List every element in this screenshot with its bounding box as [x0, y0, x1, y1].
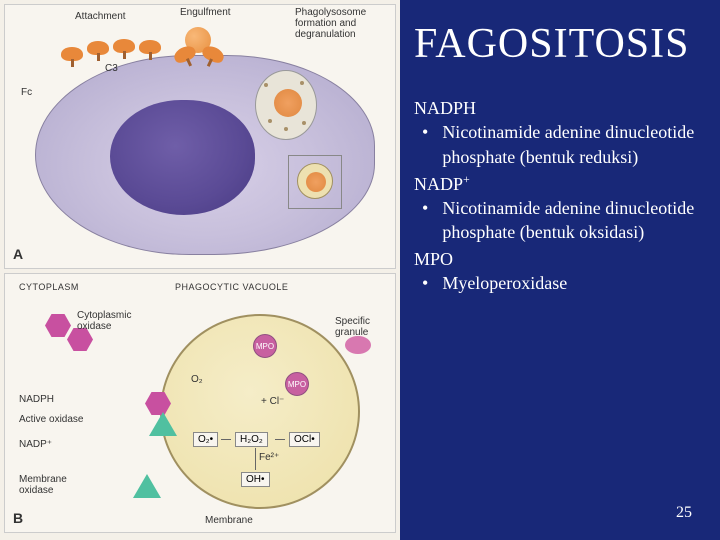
- mpo-circle: MPO: [285, 372, 309, 396]
- label-attachment: Attachment: [75, 11, 126, 22]
- label-nadph: NADPH: [19, 394, 54, 405]
- bullet-mpo: • Myeloperoxidase: [422, 271, 702, 295]
- diagram-panel: Attachment Engulfment Phagolysosome form…: [0, 0, 400, 540]
- label-phagolysosome: Phagolysosome formation and degranulatio…: [295, 7, 385, 40]
- box-oh: OH•: [241, 472, 270, 487]
- diagram-letter-b: B: [13, 510, 23, 526]
- label-o2: O₂: [191, 374, 203, 385]
- term-mpo: MPO: [414, 247, 702, 271]
- receptor-icon: [87, 41, 109, 61]
- box-h2o2: H₂O₂: [235, 432, 268, 447]
- label-vacuole: PHAGOCYTIC VACUOLE: [175, 282, 288, 292]
- label-engulfment: Engulfment: [180, 7, 231, 18]
- label-membrane-oxidase: Membrane oxidase: [19, 474, 74, 496]
- bullet-nadp: • Nicotinamide adenine dinucleotide phos…: [422, 196, 702, 245]
- label-cl: + Cl⁻: [261, 396, 284, 407]
- nadp-base: NADP: [414, 174, 463, 194]
- slide-title: FAGOSITOSIS: [414, 20, 702, 68]
- phagolysosome: [255, 70, 317, 140]
- text-panel: FAGOSITOSIS NADPH • Nicotinamide adenine…: [400, 0, 720, 540]
- bullet-dot-icon: •: [422, 196, 428, 245]
- diagram-a: Attachment Engulfment Phagolysosome form…: [4, 4, 396, 269]
- bullet-text: Nicotinamide adenine dinucleotide phosph…: [442, 120, 702, 169]
- phago-microbe: [274, 89, 302, 117]
- label-membrane: Membrane: [205, 515, 253, 526]
- label-nadp: NADP⁺: [19, 439, 52, 450]
- bullet-dot-icon: •: [422, 271, 428, 295]
- bullet-text: Nicotinamide adenine dinucleotide phosph…: [442, 196, 702, 245]
- label-c3: C3: [105, 63, 118, 74]
- triangle-icon: [149, 412, 177, 436]
- triangle-icon: [133, 474, 161, 498]
- page-number: 25: [676, 504, 692, 522]
- hexagon-icon: [45, 314, 71, 337]
- small-vacuole: [297, 163, 333, 199]
- label-fc: Fc: [21, 87, 32, 98]
- granule-icon: [345, 336, 371, 354]
- diagram-letter-a: A: [13, 246, 23, 262]
- bullet-text: Myeloperoxidase: [442, 271, 702, 295]
- receptor-icon: [113, 39, 135, 59]
- label-fe: Fe²⁺: [259, 452, 279, 463]
- bullet-dot-icon: •: [422, 120, 428, 169]
- content-body: NADPH • Nicotinamide adenine dinucleotid…: [414, 96, 702, 295]
- nadp-sup: +: [463, 172, 470, 186]
- receptor-icon: [61, 47, 83, 67]
- bullet-nadph: • Nicotinamide adenine dinucleotide phos…: [422, 120, 702, 169]
- receptor-icon: [139, 40, 161, 60]
- label-active-oxidase: Active oxidase: [19, 414, 83, 425]
- mpo-circle: MPO: [253, 334, 277, 358]
- label-cytoplasm: CYTOPLASM: [19, 282, 79, 292]
- term-nadph: NADPH: [414, 96, 702, 120]
- term-nadp-plus: NADP+: [414, 171, 702, 196]
- label-cyt-oxidase: Cytoplasmic oxidase: [77, 310, 137, 332]
- nucleus: [110, 100, 255, 215]
- slide: Attachment Engulfment Phagolysosome form…: [0, 0, 720, 540]
- label-granule: Specific granule: [335, 316, 385, 338]
- box-o2rad: O₂•: [193, 432, 218, 447]
- box-ocl: OCl•: [289, 432, 320, 447]
- diagram-b: CYTOPLASM PHAGOCYTIC VACUOLE Cytoplasmic…: [4, 273, 396, 533]
